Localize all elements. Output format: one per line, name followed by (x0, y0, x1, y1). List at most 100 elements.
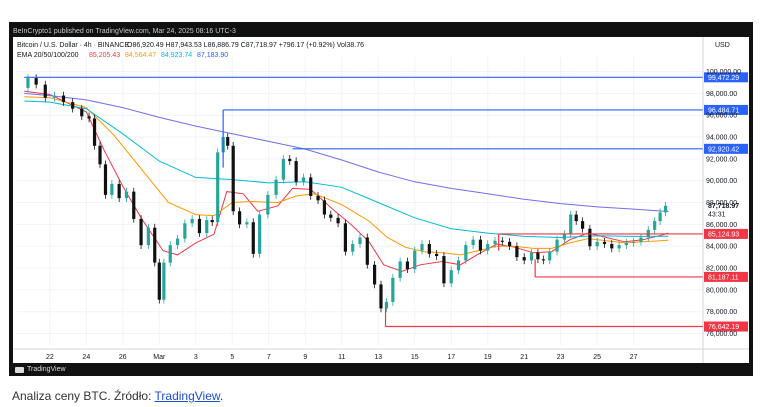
candle-body (372, 264, 377, 285)
ema20-value: 85,205.43 (89, 52, 120, 59)
countdown-label: 43:31 (708, 212, 726, 219)
last-price-label: 87,718.97 (708, 203, 739, 210)
candle-body (98, 145, 102, 165)
candle (175, 234, 180, 249)
support-label-box (704, 271, 748, 282)
candle-body (237, 211, 242, 225)
x-tick-label: 22 (46, 354, 54, 361)
candle (336, 214, 340, 228)
candle-body (210, 220, 214, 223)
resistance-label-box (704, 72, 748, 83)
candle (449, 266, 453, 288)
candle (274, 175, 278, 199)
candle-body (274, 179, 278, 195)
candle-body (183, 223, 187, 239)
x-tick-label: 21 (520, 354, 528, 361)
candle-body (427, 244, 431, 254)
candle-body (309, 177, 313, 196)
candle-body (595, 241, 599, 247)
candle (226, 133, 230, 150)
candle (384, 298, 389, 313)
candle-body (316, 195, 320, 201)
symbol-label: Bitcoin / U.S. Dollar · 4h · BINANCE (17, 42, 129, 49)
candle-body (190, 218, 194, 224)
candle-body (574, 214, 578, 222)
y-tick-label: 80,000.00 (706, 287, 737, 294)
candle-body (226, 137, 230, 146)
ema50-line (24, 96, 669, 256)
candle (541, 255, 545, 265)
candle (610, 240, 614, 253)
ema-label: EMA 20/50/100/200 (17, 52, 79, 59)
ohlc-label: O86,920.49 H87,943.53 L86,886.79 C87,718… (127, 42, 364, 49)
candle (379, 280, 383, 313)
candle-body (398, 261, 402, 278)
candle (34, 74, 38, 89)
candle-body (529, 252, 534, 261)
candle (258, 210, 262, 258)
candle-body (442, 256, 446, 284)
x-tick-label: 5 (230, 354, 234, 361)
publish-info: BeInCrypto1 published on TradingView.com… (13, 28, 236, 35)
x-tick-label: 15 (411, 354, 419, 361)
x-tick-label: 9 (303, 354, 307, 361)
chart-panel[interactable]: 99,472.29 96,484.71 92,920.42 85,124.93 81,1… (13, 37, 749, 363)
candle (435, 250, 439, 260)
resistance-label: 96,484.71 (708, 107, 739, 114)
candle (237, 207, 242, 229)
candle (493, 236, 497, 248)
candle-body (351, 244, 355, 252)
candle (103, 160, 108, 199)
axes: 76,000.00 78,000.00 80,000.00 82,000.00 84,0… (13, 37, 749, 363)
candle-body (281, 158, 285, 180)
candle (245, 218, 249, 229)
candle-body (245, 222, 249, 225)
resistance-label: 92,920.42 (708, 146, 739, 153)
candle-body (103, 164, 108, 195)
candle-body (231, 145, 235, 212)
caption-source-link[interactable]: TradingView (154, 389, 220, 403)
resistance-label-box (704, 143, 748, 154)
candle (266, 191, 270, 219)
figure-caption: Analiza ceny BTC. Źródło: TradingView. (12, 389, 223, 403)
candle-body (391, 277, 395, 302)
candle-body (294, 161, 298, 182)
y-tick-label: 76,000.00 (706, 331, 737, 338)
candle (464, 241, 468, 265)
support-label: 85,124.93 (708, 231, 739, 238)
tradingview-logo-text: TradingView (27, 366, 66, 373)
candle (316, 192, 320, 205)
candle (562, 230, 566, 244)
candle-body (435, 253, 439, 257)
candle (183, 219, 187, 243)
x-tick-label: 25 (593, 354, 601, 361)
price-chart[interactable]: 99,472.29 96,484.71 92,920.42 85,124.93 81,1… (13, 37, 749, 363)
ema50-value: 84,564.47 (125, 52, 156, 59)
y-tick-label: 82,000.00 (706, 266, 737, 273)
candle (322, 196, 327, 219)
candle (351, 240, 355, 256)
ema200-value: 87,183.90 (197, 52, 228, 59)
candle-body (251, 222, 255, 254)
candle-body (343, 223, 348, 252)
candle (205, 216, 209, 237)
candle-body (456, 260, 461, 271)
candle-body (569, 214, 573, 235)
legend: Bitcoin / U.S. Dollar · 4h · BINANCE O86… (17, 42, 730, 59)
candle (216, 148, 220, 227)
candle-body (365, 237, 369, 265)
candle-body (663, 205, 668, 213)
candle-body (522, 257, 526, 261)
candle (391, 274, 395, 306)
candle (486, 240, 490, 255)
candle (157, 258, 161, 304)
candle (98, 141, 102, 169)
candle-body (478, 239, 483, 251)
x-tick-label: 11 (338, 354, 345, 361)
candle-body (153, 227, 157, 263)
candle-body (87, 116, 91, 119)
caption-text: Analiza ceny BTC. Źródło: (12, 389, 155, 403)
candle-body (34, 78, 38, 85)
candle (478, 235, 483, 255)
candle (52, 91, 57, 102)
